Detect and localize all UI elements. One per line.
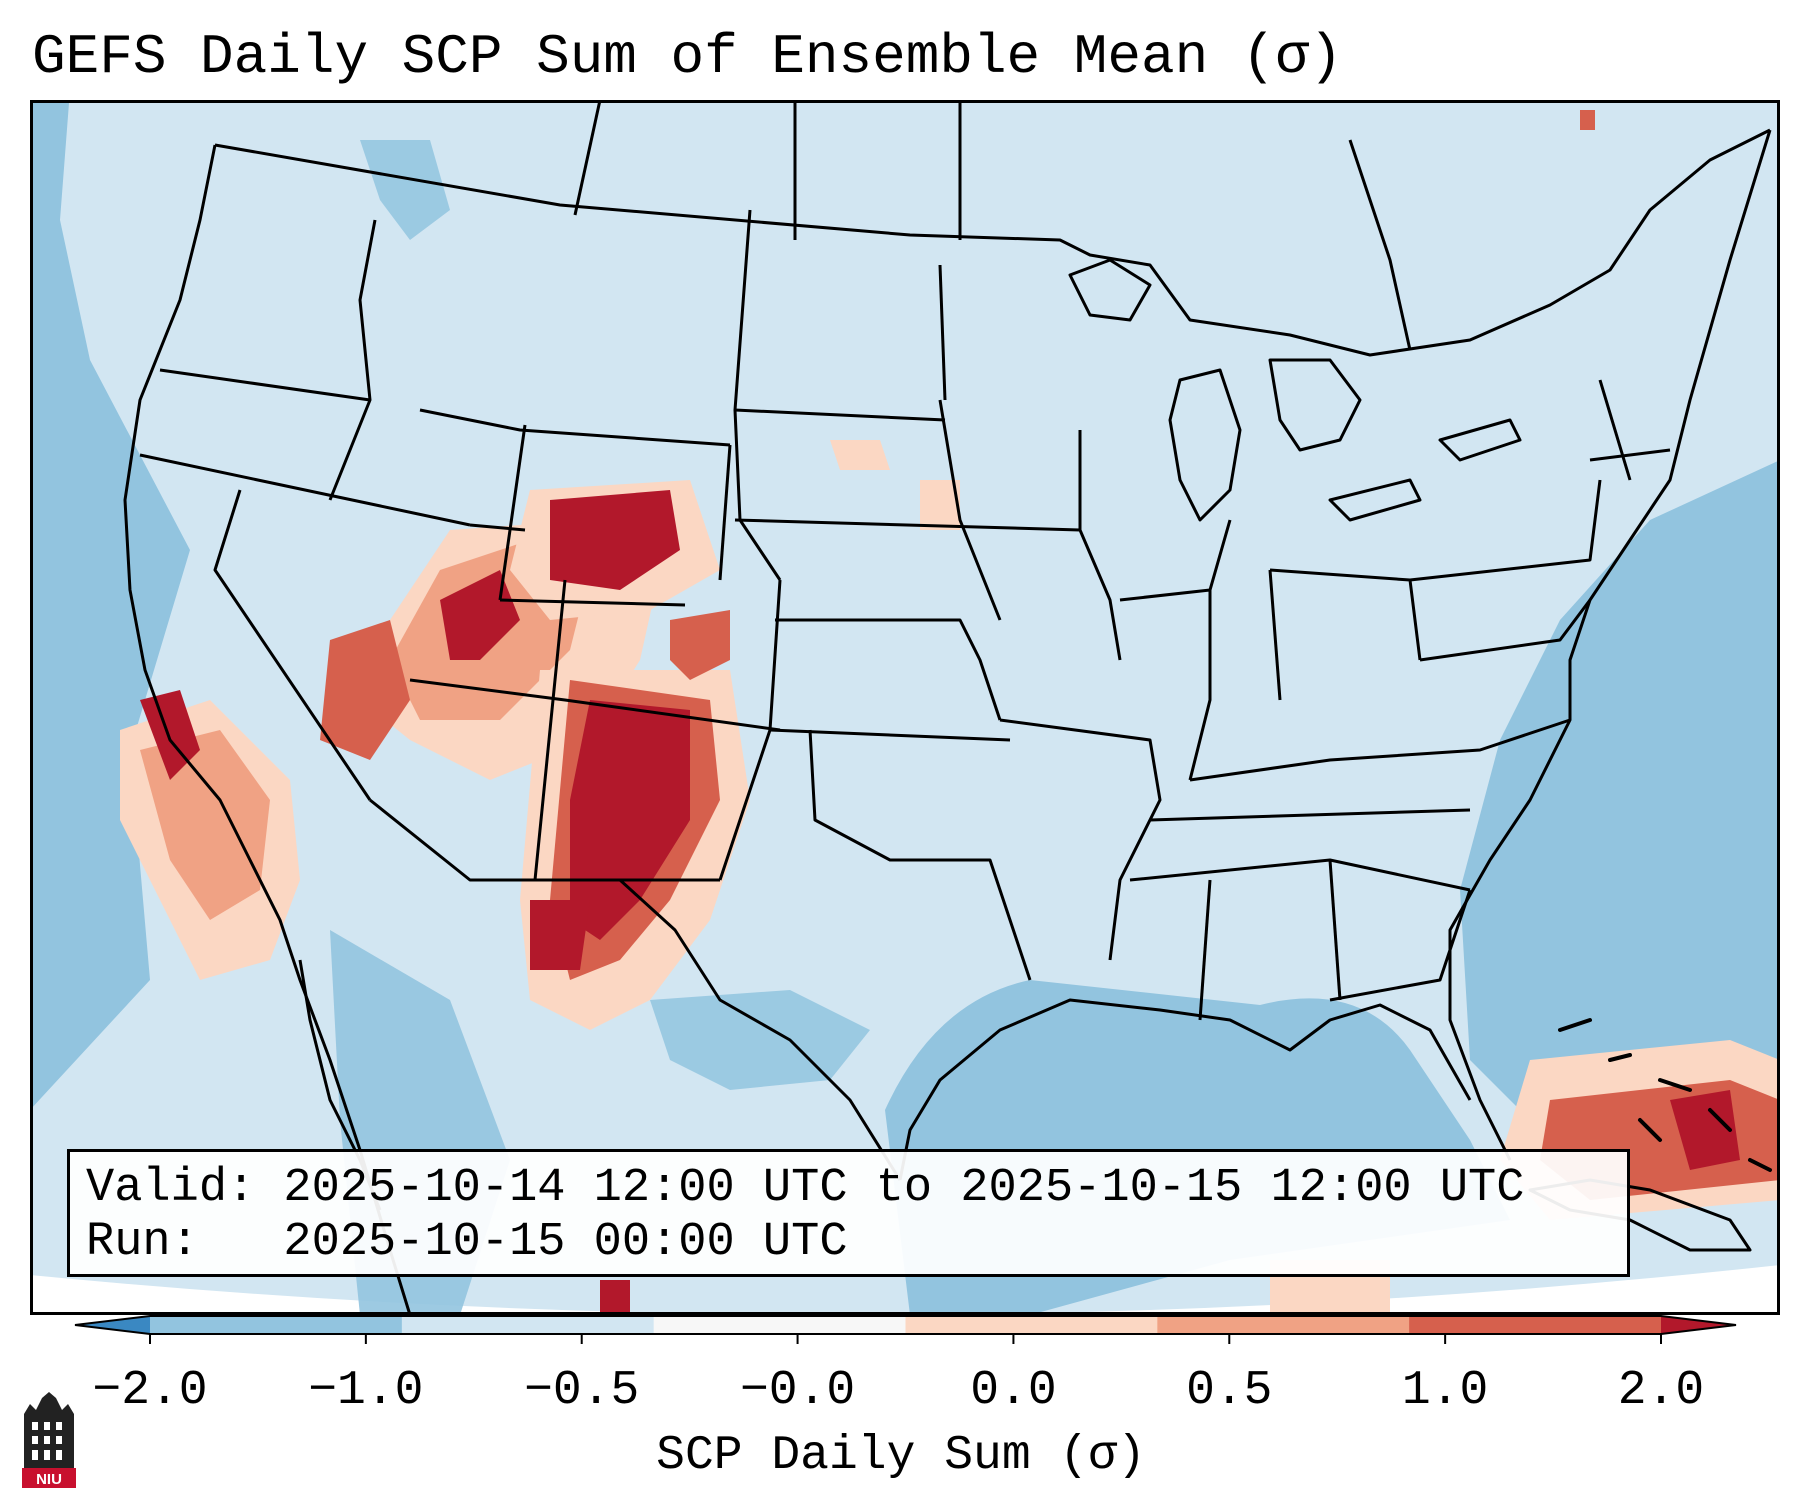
colorbar-tick-label: 0.0: [970, 1364, 1057, 1418]
niu-logo: NIU: [22, 1392, 76, 1488]
colorbar-segment: [150, 1316, 403, 1334]
colorbar-segment: [905, 1316, 1158, 1334]
bahamas-islands: [1558, 1018, 1772, 1172]
northwest-blue-patch: [360, 140, 450, 240]
anomaly-light-iowa: [920, 480, 960, 530]
anomaly-dark-nevada: [320, 620, 410, 760]
colorbar-tick-label: −0.0: [739, 1364, 856, 1418]
colorbar-tick-label: −2.0: [92, 1364, 208, 1418]
anomaly-quebec-speck: [1580, 110, 1595, 130]
valid-time-line: Valid: 2025-10-14 12:00 UTC to 2025-10-1…: [86, 1162, 1525, 1215]
anomaly-dark-caribbean: [1670, 1090, 1740, 1170]
map-title: GEFS Daily SCP Sum of Ensemble Mean (σ): [32, 25, 1343, 89]
colorbar-outline: [74, 1315, 1737, 1335]
anomaly-light-nebraska: [830, 440, 890, 470]
colorbar-tick-label: 1.0: [1401, 1364, 1489, 1418]
colorbar-label: SCP Daily Sum (σ): [656, 1429, 1146, 1483]
map-panel[interactable]: [30, 100, 1780, 1315]
colorbar-extend-high: [1661, 1316, 1736, 1334]
colorbar-tick-label: 0.5: [1186, 1364, 1273, 1418]
colorbar-segment: [1157, 1316, 1410, 1334]
colorbar-extend-low: [75, 1316, 150, 1334]
colorbar-segment: [1409, 1316, 1662, 1334]
anomaly-dark-mexico-south: [600, 1280, 630, 1315]
run-time-line: Run: 2025-10-15 00:00 UTC: [86, 1216, 848, 1269]
colorbar-segment: [401, 1316, 655, 1334]
colorbar-tick-label: −1.0: [308, 1364, 424, 1418]
colorbar: [74, 1315, 1737, 1344]
validity-info-box: Valid: 2025-10-14 12:00 UTC to 2025-10-1…: [67, 1149, 1630, 1277]
colorbar-tick-label: −0.5: [524, 1364, 640, 1418]
map-border: [30, 100, 1780, 1315]
anomaly-small-colorado: [670, 610, 730, 680]
anomaly-dark-west-texas: [530, 900, 590, 970]
colorbar-tick-label: 2.0: [1617, 1364, 1705, 1418]
colorbar-segment: [653, 1316, 906, 1334]
state-boundaries: [123, 100, 1772, 1315]
anomaly-dark-wyoming: [550, 490, 680, 590]
svg-text:NIU: NIU: [36, 1471, 62, 1488]
